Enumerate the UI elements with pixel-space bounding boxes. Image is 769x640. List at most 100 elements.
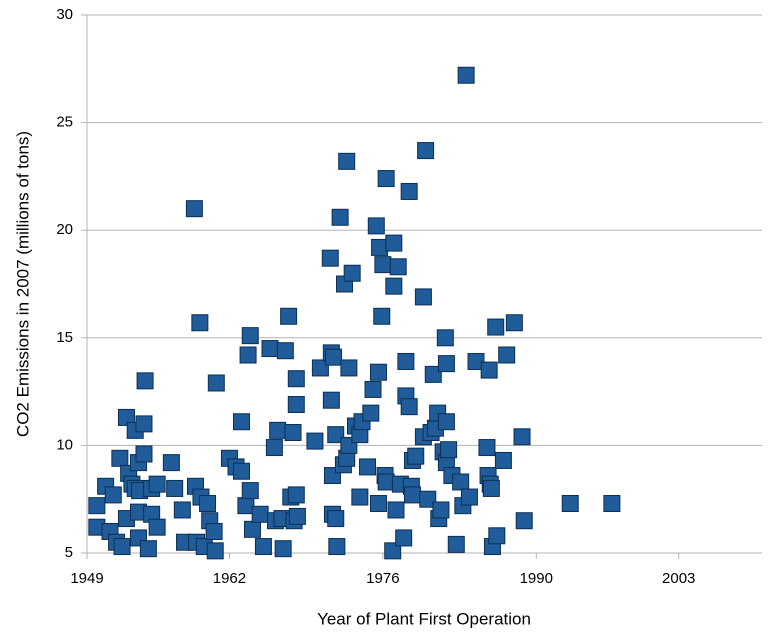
point: [343, 264, 361, 282]
point: [331, 208, 349, 226]
y-tick-label: 10: [56, 436, 73, 453]
point: [237, 497, 255, 515]
x-tick-label: 1949: [70, 570, 103, 587]
point: [467, 352, 485, 370]
point: [261, 340, 279, 358]
point: [400, 398, 418, 416]
point: [148, 475, 166, 493]
point: [111, 449, 129, 467]
point: [488, 527, 506, 545]
point: [306, 432, 324, 450]
point: [148, 518, 166, 536]
point: [269, 421, 287, 439]
point: [311, 359, 329, 377]
point: [482, 479, 500, 497]
point: [241, 327, 259, 345]
point: [436, 329, 454, 347]
point: [206, 542, 224, 560]
point: [280, 307, 298, 325]
point: [480, 361, 498, 379]
point: [321, 249, 339, 267]
x-tick-label: 1962: [213, 570, 246, 587]
point: [287, 486, 305, 504]
point: [440, 441, 458, 459]
point: [447, 535, 465, 553]
point: [603, 495, 621, 513]
point: [364, 380, 382, 398]
y-axis-title: CO2 Emissions in 2007 (millions of tons): [13, 131, 32, 437]
point: [377, 473, 395, 491]
point: [385, 234, 403, 252]
point: [397, 352, 415, 370]
point: [135, 415, 153, 433]
point: [359, 458, 377, 476]
point: [374, 256, 392, 274]
point: [432, 501, 450, 519]
point: [173, 501, 191, 519]
x-tick-label: 1976: [366, 570, 399, 587]
point: [328, 538, 346, 556]
point: [287, 370, 305, 388]
point: [136, 372, 154, 390]
point: [276, 342, 294, 360]
x-axis-title: Year of Plant First Operation: [317, 609, 531, 628]
point: [414, 288, 432, 306]
point: [135, 445, 153, 463]
point: [487, 318, 505, 336]
point: [265, 439, 283, 457]
point: [199, 495, 217, 513]
point: [284, 423, 302, 441]
point: [452, 473, 470, 491]
point: [407, 447, 425, 465]
point: [373, 307, 391, 325]
y-tick-label: 15: [56, 329, 73, 346]
point: [369, 495, 387, 513]
point: [191, 314, 209, 332]
point: [233, 413, 251, 431]
point: [139, 540, 157, 558]
y-tick-label: 5: [65, 544, 73, 561]
point: [239, 346, 257, 364]
point: [362, 404, 380, 422]
y-tick-label: 25: [56, 114, 73, 131]
point: [185, 200, 203, 218]
x-tick-label: 1990: [520, 570, 553, 587]
point: [340, 359, 358, 377]
point: [371, 238, 389, 256]
point: [369, 363, 387, 381]
point: [117, 408, 135, 426]
point: [460, 488, 478, 506]
y-tick-label: 30: [56, 6, 73, 23]
point: [400, 182, 418, 200]
point: [515, 512, 533, 530]
point: [243, 520, 261, 538]
point: [104, 486, 122, 504]
point: [327, 426, 345, 444]
point: [367, 217, 385, 235]
point: [478, 439, 496, 457]
point: [384, 542, 402, 560]
point: [251, 505, 269, 523]
point: [437, 355, 455, 373]
point: [113, 538, 131, 556]
point: [437, 413, 455, 431]
point: [274, 540, 292, 558]
point: [385, 277, 403, 295]
point: [254, 538, 272, 556]
point: [288, 507, 306, 525]
point: [205, 522, 223, 540]
point: [417, 142, 435, 160]
point: [419, 490, 437, 508]
point: [505, 314, 523, 332]
point: [561, 495, 579, 513]
point: [287, 396, 305, 414]
point: [377, 170, 395, 188]
point: [162, 454, 180, 472]
point: [395, 529, 413, 547]
x-tick-label: 2003: [662, 570, 695, 587]
point: [494, 451, 512, 469]
point: [351, 488, 369, 506]
point: [498, 346, 516, 364]
point: [513, 428, 531, 446]
